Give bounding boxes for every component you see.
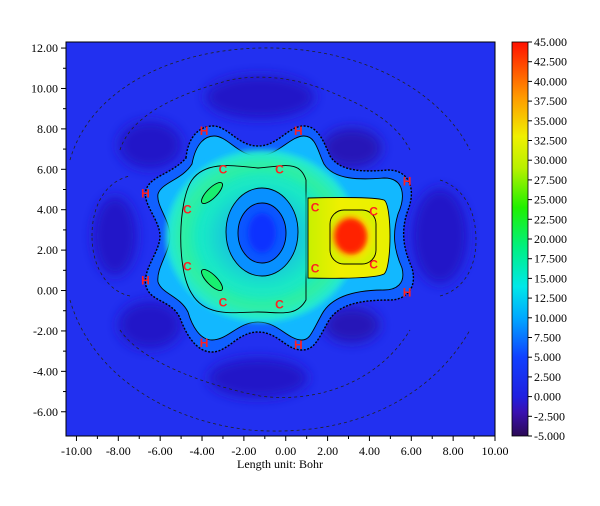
colorbar-tick-label: 27.500 (534, 173, 567, 187)
colorbar-tick-label: 22.500 (534, 212, 567, 226)
atom-label-c: C (275, 162, 284, 176)
colorbar-tick-label: 5.000 (534, 350, 561, 364)
atom-label-c: C (311, 201, 320, 215)
y-tick-label: 2.00 (37, 243, 58, 257)
colorbar-tick-label: 25.000 (534, 193, 567, 207)
atom-label-c: C (219, 162, 228, 176)
colorbar-tick-label: 30.000 (534, 153, 567, 167)
negative-lobes (93, 75, 468, 398)
atom-label-c: C (183, 259, 192, 273)
plot-area (66, 42, 495, 436)
colorbar-ticks: 45.000 42.500 40.000 37.500 35.000 32.500 30.0… (528, 35, 567, 443)
atom-label-c: C (369, 205, 378, 219)
colorbar-tick-label: 37.500 (534, 94, 567, 108)
x-tick-label: -6.00 (148, 444, 173, 458)
colorbar-tick-label: 32.500 (534, 134, 567, 148)
y-tick-label: 4.00 (37, 203, 58, 217)
atom-label-c: C (219, 296, 228, 310)
colorbar-tick-label: 10.000 (534, 311, 567, 325)
atom-label-h: H (403, 286, 412, 300)
atom-label-h: H (294, 338, 303, 352)
x-tick-label: -10.00 (61, 444, 92, 458)
y-tick-label: -2.00 (33, 324, 58, 338)
plot-frame (65, 41, 496, 437)
atom-label-h: H (141, 187, 150, 201)
x-axis-title: Length unit: Bohr (237, 457, 323, 471)
x-tick-label: 10.00 (482, 444, 509, 458)
x-tick-label: 6.00 (401, 444, 422, 458)
y-axis: -6.00 -4.00 -2.00 0.00 2.00 4.00 6.00 8.00 10.00… (31, 41, 66, 419)
x-tick-label: 8.00 (443, 444, 464, 458)
atom-label-c: C (369, 257, 378, 271)
x-tick-label: -4.00 (190, 444, 215, 458)
y-tick-label: -6.00 (33, 405, 58, 419)
colorbar-tick-label: 20.000 (534, 232, 567, 246)
x-tick-label: 2.00 (317, 444, 338, 458)
y-tick-label: 12.00 (31, 41, 58, 55)
atom-label-c: C (183, 203, 192, 217)
atom-labels: H H H H H H H H C C C C C C C C C C (141, 124, 411, 352)
colorbar-tick-label: 35.000 (534, 114, 567, 128)
atom-label-h: H (200, 336, 209, 350)
atom-label-h: H (403, 174, 412, 188)
colorbar-tick-label: 42.500 (534, 55, 567, 69)
dashed-contours (69, 47, 477, 432)
x-axis: -10.00 -8.00 -6.00 -4.00 -2.00 0.00 2.00 4.00 6.… (61, 436, 509, 458)
colorbar-tick-label: 0.000 (534, 390, 561, 404)
x-tick-label: 0.00 (275, 444, 296, 458)
colorbar-tick-label: 7.500 (534, 331, 561, 345)
y-tick-label: 6.00 (37, 162, 58, 176)
colorbar-tick-label: 45.000 (534, 35, 567, 49)
atom-label-c: C (275, 298, 284, 312)
colorbar: 45.000 42.500 40.000 37.500 35.000 32.500 30.0… (511, 35, 567, 443)
colorbar-tick-label: -5.000 (534, 429, 565, 443)
x-tick-label: -8.00 (106, 444, 131, 458)
colorbar-tick-label: 17.500 (534, 252, 567, 266)
colorbar-tick-label: 2.500 (534, 370, 561, 384)
colorbar-tick-label: 12.500 (534, 291, 567, 305)
colorbar-tick-label: -2.500 (534, 409, 565, 423)
atom-label-c: C (311, 261, 320, 275)
y-tick-label: 0.00 (37, 284, 58, 298)
colorbar-gradient (511, 41, 529, 437)
colorbar-tick-label: 40.000 (534, 74, 567, 88)
y-tick-label: 8.00 (37, 122, 58, 136)
atom-label-h: H (141, 273, 150, 287)
y-tick-label: -4.00 (33, 364, 58, 378)
atom-label-h: H (294, 124, 303, 138)
x-tick-label: 4.00 (359, 444, 380, 458)
x-tick-label: -2.00 (231, 444, 256, 458)
y-tick-label: 10.00 (31, 81, 58, 95)
colorbar-tick-label: 15.000 (534, 271, 567, 285)
atom-label-h: H (200, 124, 209, 138)
